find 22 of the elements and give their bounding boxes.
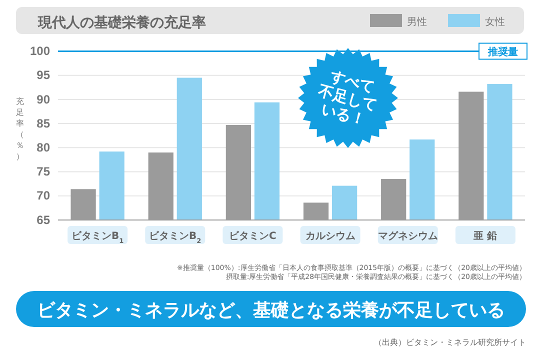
text: （出典）ビタミン・ミネラル研究所サイト [374,338,526,347]
x-tick-label: カルシウム [305,231,356,242]
y-tick-label: 80 [36,140,50,155]
y-tick-label: 95 [36,68,50,82]
y-tick-label: 70 [36,188,50,203]
chart-title: 現代人の基礎栄養の充足率 [37,14,206,31]
y-tick-label: 75 [36,164,50,179]
y-axis-title: 充足率（％） [16,97,24,161]
legend-label: 女性 [485,16,505,28]
y-tick-label: 65 [36,212,50,227]
x-tick-label: ビタミンC [229,230,276,242]
text: ビタミン・ミネラルなど、基礎となる栄養が不足している [37,300,505,321]
x-tick-label: ビタミンB$_{1}$ [71,230,124,245]
ref-line-label: 推奨量 [487,46,518,58]
y-tick-label: 90 [36,92,50,106]
y-tick-label: 100 [30,44,50,58]
annotation: すべて不足している！ [316,66,380,129]
x-tick-label: ビタミンB$_{2}$ [149,230,202,245]
x-tick-label: マグネシウム [378,230,438,242]
y-tick-label: 85 [36,116,50,130]
x-tick-label: 亜 鉛 [472,230,498,242]
legend-label: 男性 [407,16,427,28]
